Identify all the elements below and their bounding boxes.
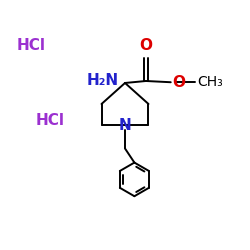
Text: O: O [172,75,185,90]
Text: CH₃: CH₃ [198,75,223,89]
Text: H₂N: H₂N [87,74,119,88]
Text: N: N [119,118,132,132]
Text: HCl: HCl [16,38,45,54]
Text: O: O [140,38,152,53]
Text: HCl: HCl [36,112,65,128]
